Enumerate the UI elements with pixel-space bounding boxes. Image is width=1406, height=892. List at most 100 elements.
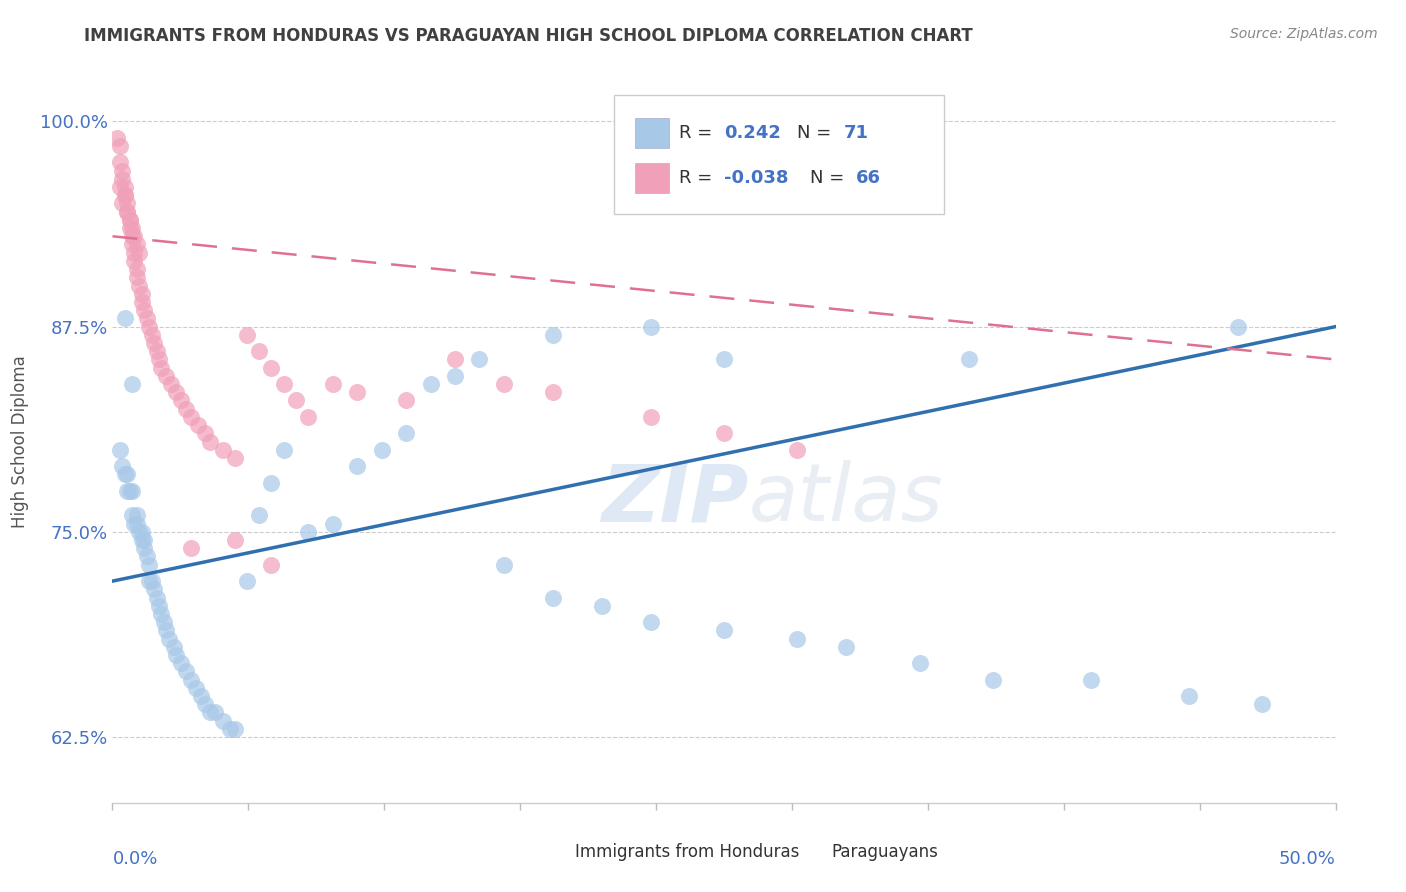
Point <box>174 665 197 679</box>
Point <box>260 360 283 375</box>
Point <box>148 352 170 367</box>
Point <box>370 442 392 457</box>
Point <box>713 352 735 367</box>
Point <box>145 344 167 359</box>
Point <box>492 558 515 572</box>
Point <box>346 459 368 474</box>
Text: R =: R = <box>679 169 718 186</box>
Point <box>200 706 222 720</box>
Point <box>284 393 308 408</box>
Point <box>1251 698 1274 712</box>
Point <box>121 377 143 392</box>
Text: 71: 71 <box>844 124 869 142</box>
Point <box>124 229 146 244</box>
Point <box>121 229 143 244</box>
Point <box>131 533 153 547</box>
Point <box>640 409 662 424</box>
Point <box>204 706 226 720</box>
Point <box>211 442 233 457</box>
Bar <box>634 118 669 148</box>
Bar <box>540 847 568 871</box>
Point <box>114 311 136 326</box>
Point <box>1080 673 1102 687</box>
Point <box>111 163 134 178</box>
Point <box>444 352 467 367</box>
Point <box>141 574 163 588</box>
Point <box>273 377 295 392</box>
Point <box>135 549 157 564</box>
Point <box>155 368 177 383</box>
Point <box>236 327 259 342</box>
Bar <box>634 162 669 193</box>
Point <box>163 640 186 654</box>
Point <box>111 196 134 211</box>
Point <box>247 344 270 359</box>
Point <box>134 533 156 547</box>
Point <box>131 295 153 310</box>
Point <box>134 541 156 556</box>
Point <box>170 393 193 408</box>
Point <box>211 714 233 728</box>
Point <box>138 574 160 588</box>
Point <box>395 426 418 441</box>
Point <box>138 319 160 334</box>
Point <box>1178 689 1201 703</box>
Point <box>713 426 735 441</box>
Point <box>786 442 808 457</box>
Point <box>131 286 153 301</box>
Point <box>115 467 138 482</box>
Point <box>346 385 368 400</box>
Text: 0.0%: 0.0% <box>112 850 157 868</box>
Text: N =: N = <box>797 124 838 142</box>
Point <box>125 508 148 523</box>
Point <box>835 640 858 654</box>
Text: ZIP: ZIP <box>602 460 748 539</box>
Point <box>135 311 157 326</box>
FancyBboxPatch shape <box>614 95 945 214</box>
Text: 0.242: 0.242 <box>724 124 780 142</box>
Point <box>184 681 207 695</box>
Point <box>145 591 167 605</box>
Point <box>118 483 141 498</box>
Point <box>128 278 150 293</box>
Point <box>124 253 146 268</box>
Point <box>200 434 222 449</box>
Point <box>219 722 242 736</box>
Text: Source: ZipAtlas.com: Source: ZipAtlas.com <box>1230 27 1378 41</box>
Point <box>640 319 662 334</box>
Point <box>148 599 170 613</box>
Point <box>114 467 136 482</box>
Point <box>125 270 148 285</box>
Point <box>297 524 319 539</box>
Point <box>322 516 344 531</box>
Point <box>224 722 246 736</box>
Point <box>236 574 259 588</box>
Point <box>114 188 136 202</box>
Text: N =: N = <box>810 169 849 186</box>
Bar <box>797 847 824 871</box>
Point <box>128 245 150 260</box>
Text: Immigrants from Honduras: Immigrants from Honduras <box>575 843 799 861</box>
Text: atlas: atlas <box>748 460 943 539</box>
Point <box>180 673 202 687</box>
Point <box>541 591 564 605</box>
Point <box>124 516 146 531</box>
Point <box>124 245 146 260</box>
Text: 50.0%: 50.0% <box>1279 850 1336 868</box>
Point <box>111 459 134 474</box>
Point <box>194 698 217 712</box>
Point <box>260 558 283 572</box>
Point <box>180 541 202 556</box>
Point <box>118 221 141 235</box>
Point <box>115 204 138 219</box>
Point <box>190 689 212 703</box>
Point <box>395 393 418 408</box>
Point <box>114 180 136 194</box>
Point <box>174 401 197 416</box>
Point <box>155 624 177 638</box>
Point <box>105 130 128 145</box>
Point <box>640 615 662 630</box>
Point <box>138 558 160 572</box>
Point <box>541 327 564 342</box>
Point <box>981 673 1004 687</box>
